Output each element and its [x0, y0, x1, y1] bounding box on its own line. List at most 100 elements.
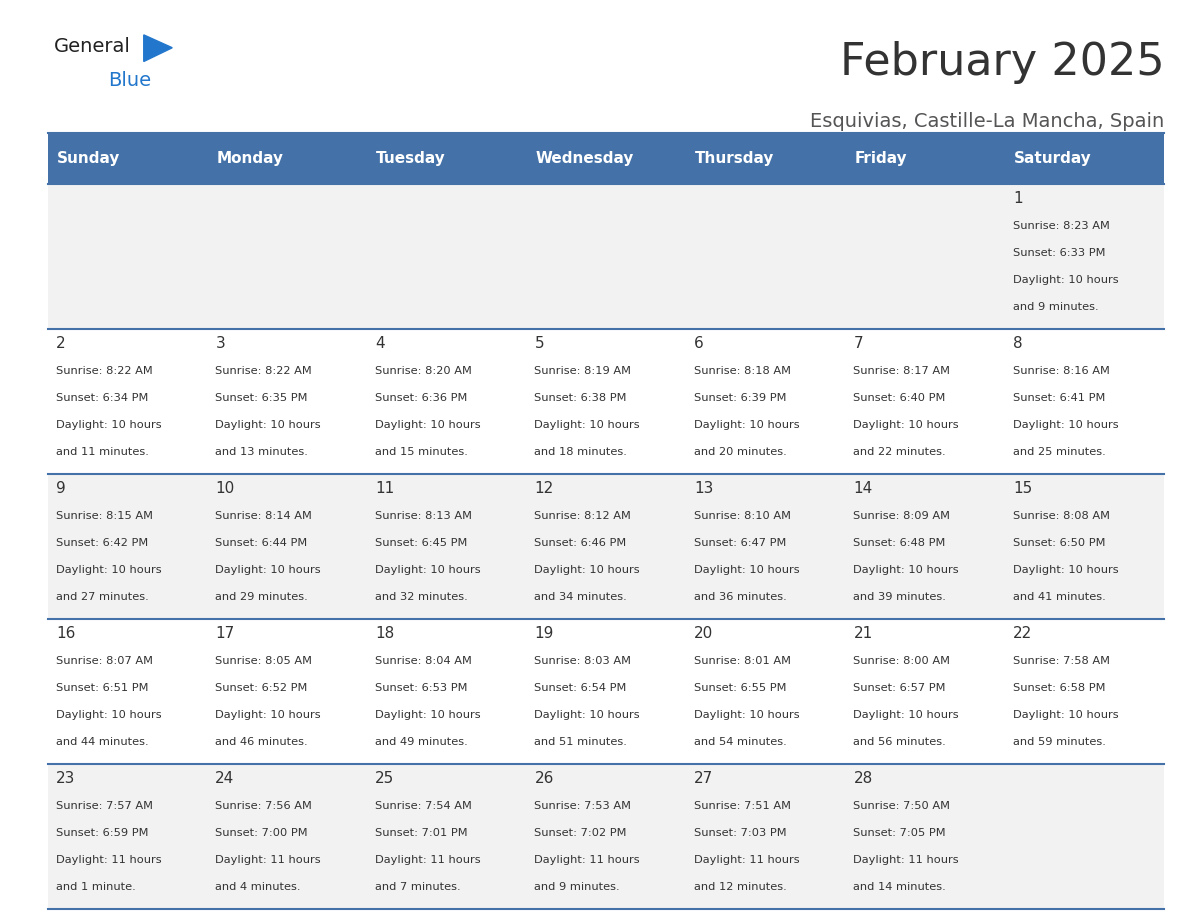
Bar — [48, 474, 1164, 619]
Text: 12: 12 — [535, 481, 554, 496]
Text: and 15 minutes.: and 15 minutes. — [375, 447, 468, 457]
Text: 3: 3 — [215, 336, 225, 351]
Text: Sunrise: 8:13 AM: Sunrise: 8:13 AM — [375, 511, 472, 521]
Text: Daylight: 10 hours: Daylight: 10 hours — [853, 565, 959, 575]
Text: Sunrise: 8:20 AM: Sunrise: 8:20 AM — [375, 366, 472, 376]
Text: 2: 2 — [56, 336, 65, 351]
Text: and 14 minutes.: and 14 minutes. — [853, 882, 947, 892]
Text: Sunrise: 8:07 AM: Sunrise: 8:07 AM — [56, 656, 153, 666]
Text: Daylight: 10 hours: Daylight: 10 hours — [853, 710, 959, 720]
Text: Sunrise: 7:53 AM: Sunrise: 7:53 AM — [535, 801, 632, 812]
Text: Sunrise: 8:10 AM: Sunrise: 8:10 AM — [694, 511, 791, 521]
Text: Sunrise: 8:15 AM: Sunrise: 8:15 AM — [56, 511, 153, 521]
Bar — [48, 619, 1164, 764]
Text: Sunset: 6:40 PM: Sunset: 6:40 PM — [853, 393, 946, 403]
Text: Sunrise: 8:01 AM: Sunrise: 8:01 AM — [694, 656, 791, 666]
Text: Sunset: 6:38 PM: Sunset: 6:38 PM — [535, 393, 627, 403]
Text: Sunrise: 8:19 AM: Sunrise: 8:19 AM — [535, 366, 632, 376]
Text: 7: 7 — [853, 336, 864, 351]
Text: Thursday: Thursday — [695, 151, 775, 166]
Text: Sunrise: 7:56 AM: Sunrise: 7:56 AM — [215, 801, 312, 812]
Text: Sunrise: 8:22 AM: Sunrise: 8:22 AM — [56, 366, 152, 376]
Text: Sunset: 6:33 PM: Sunset: 6:33 PM — [1013, 248, 1106, 258]
Text: Sunset: 6:52 PM: Sunset: 6:52 PM — [215, 683, 308, 693]
Text: and 34 minutes.: and 34 minutes. — [535, 592, 627, 602]
Text: Sunday: Sunday — [57, 151, 120, 166]
Text: 10: 10 — [215, 481, 234, 496]
Text: 8: 8 — [1013, 336, 1023, 351]
Text: Daylight: 10 hours: Daylight: 10 hours — [535, 710, 640, 720]
Text: Daylight: 10 hours: Daylight: 10 hours — [215, 565, 321, 575]
Bar — [526, 133, 685, 184]
Text: Sunrise: 8:08 AM: Sunrise: 8:08 AM — [1013, 511, 1110, 521]
Text: 18: 18 — [375, 626, 394, 641]
Text: Sunset: 6:34 PM: Sunset: 6:34 PM — [56, 393, 148, 403]
Text: Daylight: 10 hours: Daylight: 10 hours — [1013, 420, 1119, 430]
Text: and 59 minutes.: and 59 minutes. — [1013, 737, 1106, 747]
Text: and 13 minutes.: and 13 minutes. — [215, 447, 308, 457]
Text: and 49 minutes.: and 49 minutes. — [375, 737, 468, 747]
Text: Sunrise: 8:12 AM: Sunrise: 8:12 AM — [535, 511, 631, 521]
Text: 5: 5 — [535, 336, 544, 351]
Text: and 41 minutes.: and 41 minutes. — [1013, 592, 1106, 602]
Text: Sunrise: 8:04 AM: Sunrise: 8:04 AM — [375, 656, 472, 666]
Text: Sunrise: 7:50 AM: Sunrise: 7:50 AM — [853, 801, 950, 812]
Text: and 51 minutes.: and 51 minutes. — [535, 737, 627, 747]
Text: Sunset: 6:44 PM: Sunset: 6:44 PM — [215, 538, 308, 548]
Text: 9: 9 — [56, 481, 65, 496]
Text: Daylight: 10 hours: Daylight: 10 hours — [535, 420, 640, 430]
Text: Daylight: 10 hours: Daylight: 10 hours — [375, 710, 480, 720]
Text: Sunrise: 8:17 AM: Sunrise: 8:17 AM — [853, 366, 950, 376]
Text: Daylight: 10 hours: Daylight: 10 hours — [375, 565, 480, 575]
Text: Daylight: 10 hours: Daylight: 10 hours — [694, 710, 800, 720]
Text: Sunrise: 8:14 AM: Sunrise: 8:14 AM — [215, 511, 312, 521]
Text: February 2025: February 2025 — [840, 41, 1164, 84]
Text: Wednesday: Wednesday — [536, 151, 634, 166]
Text: Sunset: 6:46 PM: Sunset: 6:46 PM — [535, 538, 627, 548]
Text: Daylight: 10 hours: Daylight: 10 hours — [56, 420, 162, 430]
Text: Daylight: 10 hours: Daylight: 10 hours — [1013, 274, 1119, 285]
Text: 6: 6 — [694, 336, 703, 351]
Text: 20: 20 — [694, 626, 713, 641]
Text: Sunrise: 8:09 AM: Sunrise: 8:09 AM — [853, 511, 950, 521]
Bar — [48, 329, 1164, 474]
Text: Sunset: 6:59 PM: Sunset: 6:59 PM — [56, 828, 148, 838]
Text: Sunrise: 8:16 AM: Sunrise: 8:16 AM — [1013, 366, 1110, 376]
Text: Daylight: 10 hours: Daylight: 10 hours — [1013, 710, 1119, 720]
Text: Esquivias, Castille-La Mancha, Spain: Esquivias, Castille-La Mancha, Spain — [810, 112, 1164, 131]
Text: and 46 minutes.: and 46 minutes. — [215, 737, 308, 747]
Bar — [48, 184, 1164, 329]
Text: and 29 minutes.: and 29 minutes. — [215, 592, 308, 602]
Text: 4: 4 — [375, 336, 385, 351]
Text: Sunset: 6:41 PM: Sunset: 6:41 PM — [1013, 393, 1105, 403]
Text: and 27 minutes.: and 27 minutes. — [56, 592, 148, 602]
Bar — [367, 133, 526, 184]
Text: Daylight: 10 hours: Daylight: 10 hours — [535, 565, 640, 575]
Text: and 56 minutes.: and 56 minutes. — [853, 737, 947, 747]
Text: and 7 minutes.: and 7 minutes. — [375, 882, 461, 892]
Text: Daylight: 10 hours: Daylight: 10 hours — [215, 420, 321, 430]
Text: 13: 13 — [694, 481, 713, 496]
Bar — [685, 133, 845, 184]
Text: Sunrise: 8:18 AM: Sunrise: 8:18 AM — [694, 366, 791, 376]
Text: Sunset: 6:48 PM: Sunset: 6:48 PM — [853, 538, 946, 548]
Text: Sunset: 7:01 PM: Sunset: 7:01 PM — [375, 828, 468, 838]
Text: Sunrise: 8:23 AM: Sunrise: 8:23 AM — [1013, 221, 1110, 231]
Text: and 9 minutes.: and 9 minutes. — [1013, 302, 1099, 312]
Text: Monday: Monday — [216, 151, 284, 166]
Text: Tuesday: Tuesday — [377, 151, 446, 166]
Text: Sunset: 7:00 PM: Sunset: 7:00 PM — [215, 828, 308, 838]
Text: and 39 minutes.: and 39 minutes. — [853, 592, 947, 602]
Text: and 36 minutes.: and 36 minutes. — [694, 592, 786, 602]
Text: Sunset: 6:58 PM: Sunset: 6:58 PM — [1013, 683, 1106, 693]
Text: and 54 minutes.: and 54 minutes. — [694, 737, 786, 747]
Text: and 9 minutes.: and 9 minutes. — [535, 882, 620, 892]
Text: and 18 minutes.: and 18 minutes. — [535, 447, 627, 457]
Text: Daylight: 10 hours: Daylight: 10 hours — [1013, 565, 1119, 575]
Text: Daylight: 10 hours: Daylight: 10 hours — [215, 710, 321, 720]
Bar — [845, 133, 1005, 184]
Text: 11: 11 — [375, 481, 394, 496]
Text: 1: 1 — [1013, 191, 1023, 206]
Text: Sunrise: 7:54 AM: Sunrise: 7:54 AM — [375, 801, 472, 812]
Text: and 22 minutes.: and 22 minutes. — [853, 447, 946, 457]
